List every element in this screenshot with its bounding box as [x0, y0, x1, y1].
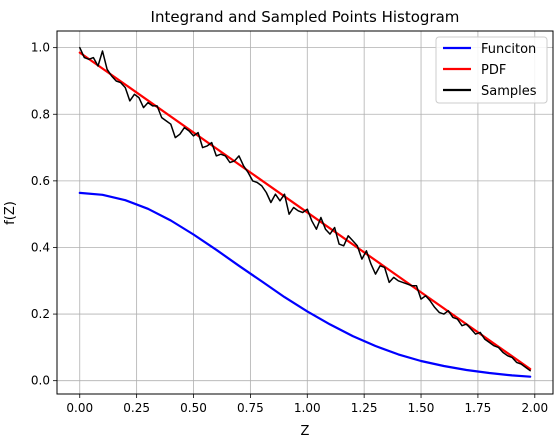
plot-frame — [56, 30, 554, 395]
legend: Funciton PDF Samples — [435, 36, 548, 104]
series-line-funciton — [78, 191, 532, 378]
x-axis-label: Z — [301, 424, 310, 439]
x-tick-label: 1.00 — [294, 401, 321, 415]
y-tick-label: 0.0 — [31, 374, 50, 388]
legend-label-samples: Samples — [481, 84, 537, 99]
x-axis: 0.00 0.25 0.50 0.75 1.00 1.25 1.50 1.75 2.00 — [66, 394, 548, 415]
x-tick-label: 1.25 — [351, 401, 378, 415]
y-tick-label: 0.4 — [31, 240, 50, 254]
chart-title: Integrand and Sampled Points Histogram — [151, 8, 460, 26]
y-tick-label: 0.8 — [31, 107, 50, 121]
x-tick-label: 1.50 — [408, 401, 435, 415]
x-tick-label: 0.50 — [180, 401, 207, 415]
x-tick-label: 0.25 — [123, 401, 150, 415]
x-tick-label: 0.75 — [237, 401, 264, 415]
legend-label-funciton: Funciton — [481, 42, 536, 57]
y-tick-label: 0.2 — [31, 307, 50, 321]
y-tick-label: 0.6 — [31, 174, 50, 188]
x-tick-label: 0.00 — [66, 401, 93, 415]
legend-box — [435, 36, 548, 104]
series-layer — [78, 46, 532, 378]
x-tick-label: 2.00 — [521, 401, 548, 415]
series-line-samples — [79, 46, 531, 372]
y-tick-label: 1.0 — [31, 41, 50, 55]
y-axis: 0.0 0.2 0.4 0.6 0.8 1.0 — [31, 41, 57, 388]
y-axis-label: f(Z) — [3, 201, 18, 225]
x-tick-label: 1.75 — [465, 401, 492, 415]
legend-label-pdf: PDF — [481, 63, 506, 78]
